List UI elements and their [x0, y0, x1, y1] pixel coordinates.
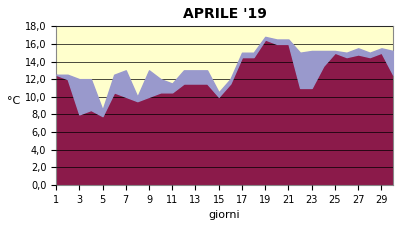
Title: APRILE '19: APRILE '19 — [183, 7, 266, 21]
Y-axis label: °C: °C — [7, 96, 20, 105]
X-axis label: giorni: giorni — [209, 210, 240, 220]
